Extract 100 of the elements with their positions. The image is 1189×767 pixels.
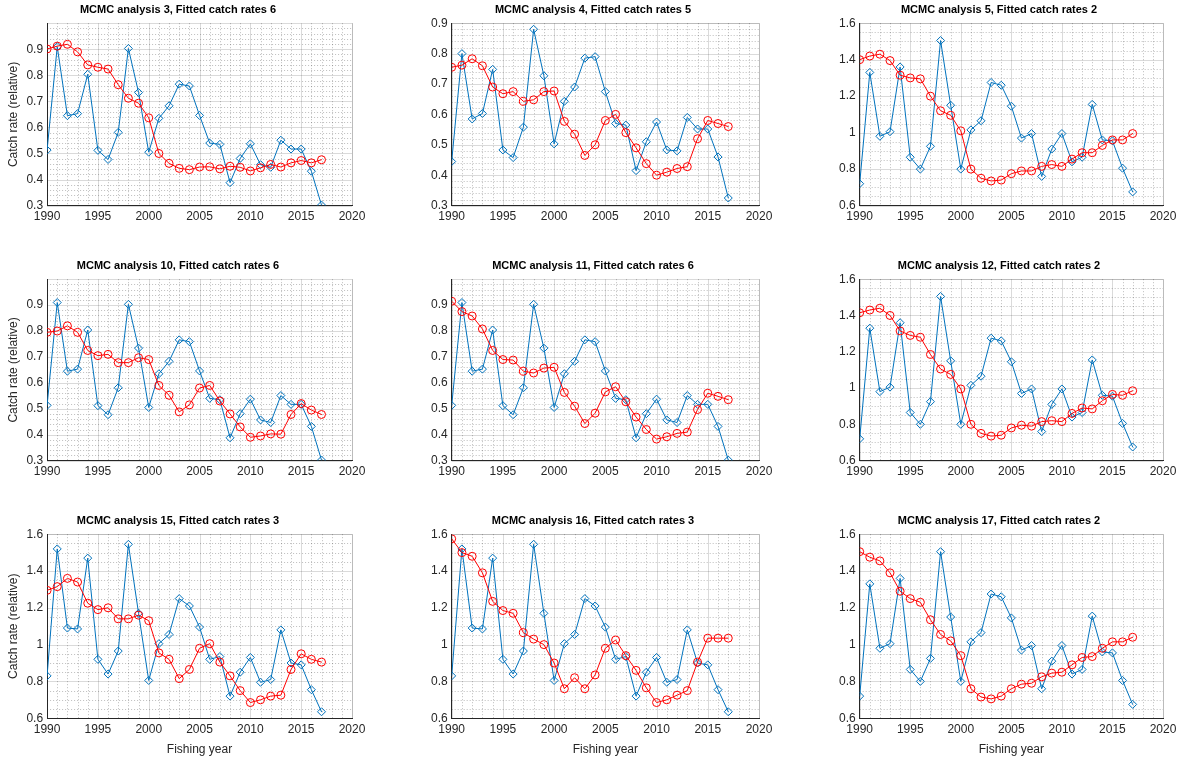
point [154, 148, 164, 158]
point [1027, 166, 1037, 176]
point [245, 652, 255, 662]
x-tick-label: 2000 [540, 721, 568, 736]
point [865, 67, 875, 77]
point [1027, 129, 1037, 139]
point [1006, 357, 1016, 367]
point [195, 643, 205, 653]
point [631, 665, 641, 675]
point [144, 675, 154, 685]
y-tick-label: 0.3 [26, 197, 44, 212]
y-tick-label: 0.6 [430, 106, 448, 121]
point [103, 64, 113, 74]
point [631, 691, 641, 701]
point [529, 24, 539, 34]
point [93, 351, 103, 361]
point [611, 382, 621, 392]
point [205, 639, 215, 649]
point [296, 144, 306, 154]
point [682, 427, 692, 437]
point [875, 556, 885, 566]
x-tick-label: 2000 [135, 464, 163, 479]
point [559, 387, 569, 397]
point [946, 369, 956, 379]
point [1077, 652, 1087, 662]
point [865, 305, 875, 315]
point [245, 432, 255, 442]
point [559, 96, 569, 106]
point [966, 380, 976, 390]
point [580, 53, 590, 63]
point [936, 106, 946, 116]
point [936, 36, 946, 46]
point [103, 349, 113, 359]
point [296, 156, 306, 166]
point [1037, 672, 1047, 682]
point [682, 391, 692, 401]
point [266, 691, 276, 701]
point [925, 91, 935, 101]
point [1057, 667, 1067, 677]
point [215, 652, 225, 662]
point [235, 409, 245, 419]
point [549, 675, 559, 685]
y-tick-label: 0.8 [838, 416, 856, 431]
point [205, 380, 215, 390]
point [1057, 417, 1067, 427]
x-tick-label: 2000 [135, 721, 163, 736]
point [976, 371, 986, 381]
point [256, 431, 266, 441]
point [621, 128, 631, 138]
point [195, 110, 205, 120]
point [936, 291, 946, 301]
point [641, 137, 651, 147]
point [276, 690, 286, 700]
point [590, 52, 600, 62]
point [123, 43, 133, 53]
point [1006, 613, 1016, 623]
point [703, 115, 713, 125]
x-tick-label: 2005 [186, 721, 214, 736]
x-tick-label: 2005 [997, 721, 1026, 736]
point [865, 51, 875, 61]
point [144, 402, 154, 412]
chart-title: MCMC analysis 10, Fitted catch rates 6 [76, 258, 280, 271]
point [245, 139, 255, 149]
point [662, 677, 672, 687]
y-tick-label: 0.6 [838, 452, 856, 467]
point [652, 394, 662, 404]
point [1128, 632, 1138, 642]
point [52, 582, 62, 592]
point [62, 321, 72, 331]
point [570, 401, 580, 411]
x-tick-label: 2020 [1149, 721, 1177, 736]
point [1006, 169, 1016, 179]
point [1027, 641, 1037, 651]
point [1128, 699, 1138, 709]
point [184, 81, 194, 91]
point [1006, 684, 1016, 694]
chart-title: MCMC analysis 3, Fitted catch rates 6 [79, 2, 277, 15]
point [498, 401, 508, 411]
y-tick-label: 0.6 [26, 119, 44, 134]
point [205, 138, 215, 148]
point [62, 623, 72, 633]
point [235, 162, 245, 172]
point [467, 311, 477, 321]
point [518, 366, 528, 376]
x-tick-label: 2000 [540, 209, 568, 224]
point [549, 658, 559, 668]
point [508, 669, 518, 679]
point [1077, 148, 1087, 158]
point [631, 143, 641, 153]
point [113, 383, 123, 393]
point [529, 95, 539, 105]
x-tick-label: 1995 [84, 209, 112, 224]
point [986, 694, 996, 704]
point [1097, 396, 1107, 406]
point [529, 539, 539, 549]
point [1016, 133, 1026, 143]
x-tick-label: 2005 [997, 464, 1026, 479]
point [154, 113, 164, 123]
y-tick-label: 0.6 [838, 197, 856, 212]
x-tick-label: 1990 [33, 209, 61, 224]
